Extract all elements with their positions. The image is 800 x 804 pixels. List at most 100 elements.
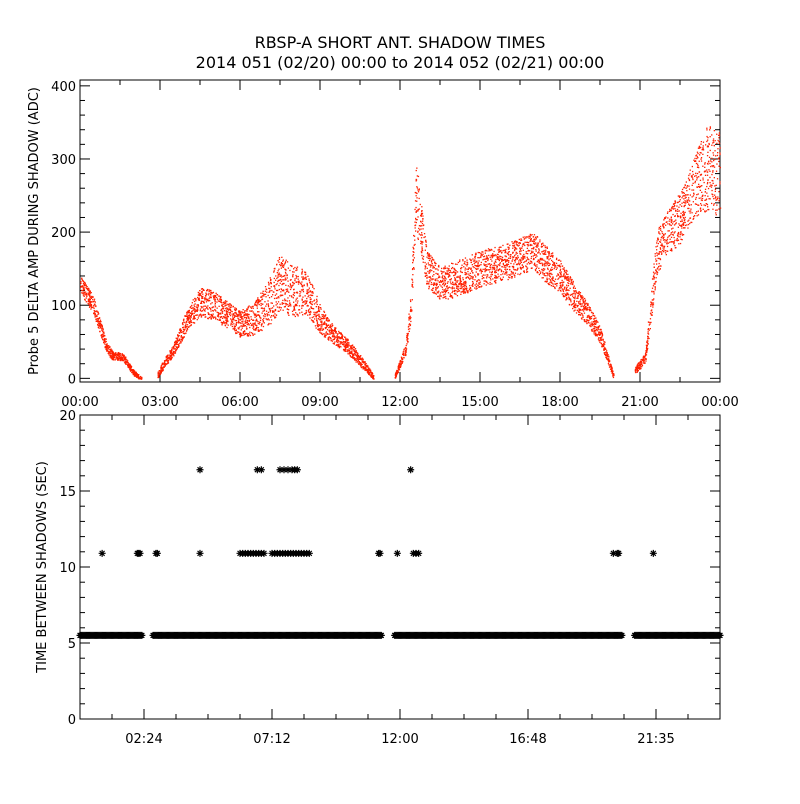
data-point <box>347 349 348 350</box>
data-point <box>465 282 466 283</box>
data-point <box>266 288 267 289</box>
data-point <box>512 248 513 249</box>
data-point <box>226 322 227 323</box>
data-point <box>366 370 367 371</box>
data-point <box>546 275 547 276</box>
data-point <box>253 329 254 330</box>
data-point <box>279 257 280 258</box>
data-point <box>455 290 456 291</box>
data-point <box>544 265 545 266</box>
data-point <box>509 277 510 278</box>
data-point <box>306 279 307 280</box>
x-tick-label: 18:00 <box>541 395 578 410</box>
data-point <box>318 325 319 326</box>
data-point <box>99 325 100 326</box>
data-point <box>395 373 396 374</box>
data-point <box>406 343 407 344</box>
data-point <box>194 301 195 302</box>
data-point <box>563 293 564 294</box>
data-point <box>294 267 295 268</box>
data-point <box>203 315 204 316</box>
data-point <box>581 305 582 306</box>
data-point <box>412 299 413 300</box>
data-point <box>103 342 104 343</box>
data-point <box>242 323 243 324</box>
data-point <box>534 234 535 235</box>
data-point <box>463 283 464 284</box>
data-point <box>421 252 422 253</box>
data-point <box>601 333 602 334</box>
data-point <box>290 279 291 280</box>
data-point <box>130 365 131 366</box>
data-point <box>515 254 516 255</box>
data-point <box>581 310 582 311</box>
data-point <box>528 262 529 263</box>
data-point <box>599 342 600 343</box>
data-point <box>254 334 255 335</box>
x-tick-label: 15:00 <box>461 395 498 410</box>
data-point <box>551 285 552 286</box>
data-point <box>474 265 475 266</box>
data-point <box>602 334 603 335</box>
data-point <box>457 282 458 283</box>
data-point <box>580 295 581 296</box>
data-point <box>257 314 258 315</box>
data-point <box>86 295 87 296</box>
data-point <box>432 263 433 264</box>
data-point <box>465 274 466 275</box>
data-point <box>570 288 571 289</box>
data-point <box>132 370 133 371</box>
data-point <box>180 336 181 337</box>
data-point <box>498 276 499 277</box>
data-point <box>108 347 109 348</box>
data-point <box>490 257 491 258</box>
data-point <box>526 253 527 254</box>
data-point <box>499 256 500 257</box>
data-point <box>435 268 436 269</box>
data-point <box>443 294 444 295</box>
data-point <box>88 301 89 302</box>
data-point <box>465 269 466 270</box>
data-point <box>464 263 465 264</box>
data-point <box>339 337 340 338</box>
data-point <box>314 318 315 319</box>
data-point <box>317 322 318 323</box>
data-point <box>418 228 419 229</box>
data-point <box>421 221 422 222</box>
data-point <box>559 287 560 288</box>
data-point <box>491 256 492 257</box>
data-point <box>310 294 311 295</box>
data-point <box>312 287 313 288</box>
data-point <box>280 291 281 292</box>
data-point <box>463 288 464 289</box>
data-point <box>486 258 487 259</box>
data-point <box>580 299 581 300</box>
data-point <box>241 329 242 330</box>
data-point <box>199 314 200 315</box>
data-point <box>553 265 554 266</box>
data-point <box>428 281 429 282</box>
data-point <box>405 351 406 352</box>
data-point <box>114 355 115 356</box>
data-point <box>416 197 417 198</box>
data-point <box>592 315 593 316</box>
data-point <box>480 264 481 265</box>
data-point <box>279 273 280 274</box>
data-point <box>555 279 556 280</box>
data-point <box>572 283 573 284</box>
data-point <box>421 237 422 238</box>
data-point <box>494 247 495 248</box>
data-point <box>352 358 353 359</box>
data-point <box>508 279 509 280</box>
data-point <box>210 309 211 310</box>
data-point <box>253 311 254 312</box>
data-point <box>444 267 445 268</box>
data-point <box>326 324 327 325</box>
data-point <box>479 280 480 281</box>
data-point <box>362 364 363 365</box>
data-point <box>490 276 491 277</box>
data-point <box>436 285 437 286</box>
data-point <box>445 273 446 274</box>
data-point <box>509 269 510 270</box>
data-point <box>135 375 136 376</box>
